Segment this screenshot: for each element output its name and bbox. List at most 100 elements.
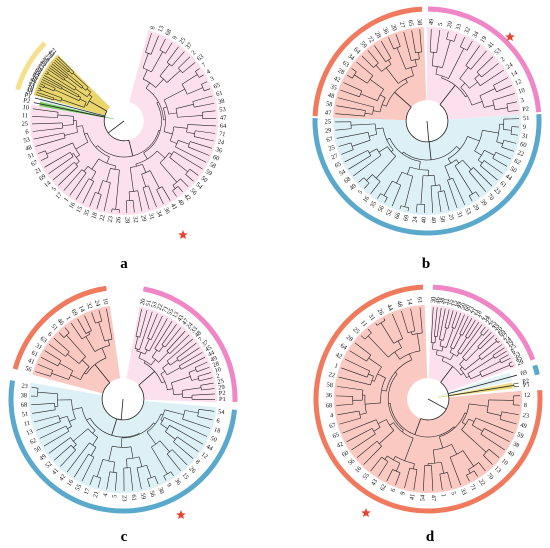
leaf-label: 50: [33, 445, 42, 454]
leaf-label: 5: [449, 491, 457, 496]
panel-d: 3046383135154950602321182342725332069272…: [313, 284, 543, 518]
leaf-label: P1: [523, 381, 531, 389]
leaf-label: 48: [395, 300, 404, 308]
leaf-label: 48: [25, 144, 33, 152]
leaf-label: 6: [216, 417, 221, 425]
leaf-label: 29: [516, 359, 524, 368]
leaf-label: 5: [51, 186, 58, 193]
leaf-label: 15: [180, 472, 189, 481]
panel-c: 2051532271551343472433487374544492810225…: [8, 285, 238, 520]
leaf-label: 9: [165, 482, 173, 488]
leaf-label: 10: [518, 87, 526, 96]
leaf-label: 2: [46, 55, 53, 62]
leaf-label: 42: [183, 193, 192, 202]
leaf-label: 61: [215, 90, 223, 98]
leaf-label: 56: [347, 457, 356, 466]
leaf-label: 35: [83, 209, 92, 218]
leaf-label: 60: [463, 304, 472, 313]
leaf-label: 46: [56, 317, 65, 326]
leaf-label: 47: [220, 114, 227, 121]
leaf-label: 34: [346, 53, 356, 63]
leaf-label: 32: [131, 216, 139, 223]
subtree-yellow: [35, 56, 93, 108]
leaf-label: 28: [336, 67, 345, 76]
leaf-label: 29: [471, 203, 480, 212]
star-icon: [176, 510, 186, 520]
leaf-label: 50: [509, 165, 518, 174]
leaf-label: 45: [204, 344, 213, 353]
leaf-label: 69: [70, 308, 79, 317]
leaf-label: 2: [190, 49, 197, 56]
leaf-label: 9: [171, 35, 179, 41]
leaf-label: 49: [210, 355, 219, 364]
leaf-label: 67: [30, 159, 40, 168]
leaf-label: 58: [208, 161, 217, 170]
leaf-label: 59: [204, 168, 213, 177]
leaf-label: 63: [39, 335, 48, 344]
leaf-label: P2: [23, 97, 31, 105]
leaf-label: 51: [27, 152, 35, 161]
leaf-label: 23: [21, 383, 28, 391]
leaf-label: 23: [522, 412, 529, 420]
leaf-label: 55: [40, 57, 49, 66]
leaf-label: 8: [194, 458, 201, 465]
leaf-label: 13: [26, 428, 34, 437]
leaf-label: 21: [34, 166, 43, 175]
leaf-label: 26: [376, 307, 385, 316]
leaf-label: 53: [150, 301, 159, 309]
panel-letter-a: a: [120, 256, 128, 272]
leaf-label: 18: [90, 212, 99, 220]
leaf-label: 56: [377, 205, 386, 214]
leaf-label: 10: [500, 457, 509, 466]
subtree-pink: [429, 29, 519, 112]
leaf-label: 71: [161, 305, 170, 314]
leaf-label: 42: [58, 473, 67, 482]
leaf-label: 65: [407, 19, 415, 26]
clade-arc-yellow: [15, 41, 47, 91]
leaf-label: 54: [419, 494, 426, 502]
leaf-label: 11: [23, 420, 31, 428]
leaf-label: 10: [22, 104, 29, 112]
subtree-red: [35, 308, 113, 380]
leaf-label: 24: [185, 320, 195, 330]
leaf-label: 23: [492, 186, 501, 195]
leaf-label: 53: [493, 47, 502, 56]
leaf-label: P1: [24, 92, 32, 100]
leaf-label: 34: [471, 29, 481, 39]
leaf-label: 29: [325, 127, 332, 135]
leaf-label: 39: [30, 74, 39, 83]
leaf-label: 41: [27, 357, 36, 366]
leaf-label: 10: [214, 366, 222, 375]
leaf-label: 38: [511, 440, 520, 449]
leaf-label: 31: [443, 298, 451, 306]
leaf-label: 12: [524, 392, 531, 399]
leaf-label: P2: [522, 106, 530, 114]
leaf-label: 13: [171, 310, 180, 319]
clade-shade-pink: [126, 306, 217, 403]
leaf-label: 49: [348, 183, 357, 192]
leaf-label: 5: [357, 189, 364, 196]
clade-arc-red: [312, 6, 423, 117]
leaf-label: 27: [398, 21, 407, 30]
leaf-label: 24: [217, 138, 226, 146]
leaf-label: 41: [486, 41, 495, 50]
leaf-label: 31: [147, 212, 155, 220]
leaf-label: 25: [178, 36, 187, 45]
clade-arc-red: [313, 284, 543, 514]
leaf-label: P2: [522, 378, 530, 386]
leaf-label: 42: [333, 75, 342, 84]
leaf-label: 10: [101, 298, 109, 306]
leaf-label: 36: [162, 206, 171, 215]
leaf-label: 58: [42, 55, 51, 64]
leaf-label: 55: [166, 308, 175, 317]
leaf-label: 68: [326, 402, 333, 409]
leaf-label: 38: [218, 98, 226, 106]
leaf-label: 19: [26, 86, 34, 95]
leaf-label: 28: [345, 334, 354, 343]
leaf-label: 11: [22, 112, 29, 119]
leaf-label: 21: [28, 79, 37, 88]
leaf-label: 45: [39, 59, 48, 68]
leaf-label: 57: [37, 61, 47, 71]
leaf-label: 53: [513, 350, 522, 359]
leaf-label: 72: [366, 35, 375, 44]
